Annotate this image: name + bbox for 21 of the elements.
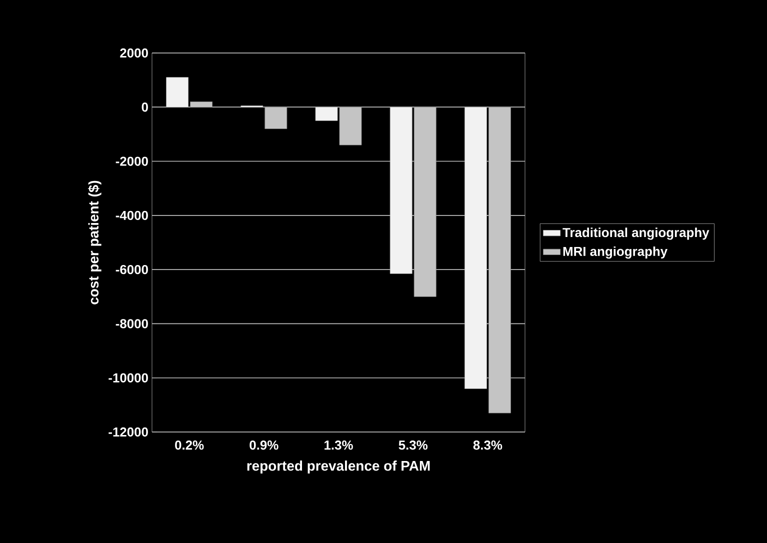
y-tick-label: -4000 (116, 210, 148, 220)
y-tick-label: -2000 (116, 156, 148, 166)
legend-label: Traditional angiography (562, 228, 710, 240)
x-tick-label: 8.3% (473, 440, 502, 450)
bar (315, 106, 338, 121)
legend-label: MRI angiography (563, 246, 668, 259)
x-tick-label: 1.3% (324, 440, 353, 450)
y-axis-title: cost per patient ($) (88, 180, 102, 304)
x-tick-label: 0.9% (250, 440, 278, 450)
y-tick-label: -10000 (108, 373, 148, 382)
y-tick-label: -12000 (108, 427, 148, 437)
y-tick-label: -6000 (116, 264, 148, 274)
bar (166, 77, 189, 108)
y-tick-label: 0 (142, 102, 148, 112)
bar (464, 106, 487, 389)
bar (390, 106, 412, 274)
x-tick-label: 5.3% (398, 440, 428, 450)
x-axis-title: reported prevalence of PAM (247, 460, 430, 474)
y-tick-label: 2000 (120, 48, 148, 58)
y-tick-label: -8000 (116, 319, 148, 328)
x-tick-label: 0.2% (175, 440, 204, 450)
